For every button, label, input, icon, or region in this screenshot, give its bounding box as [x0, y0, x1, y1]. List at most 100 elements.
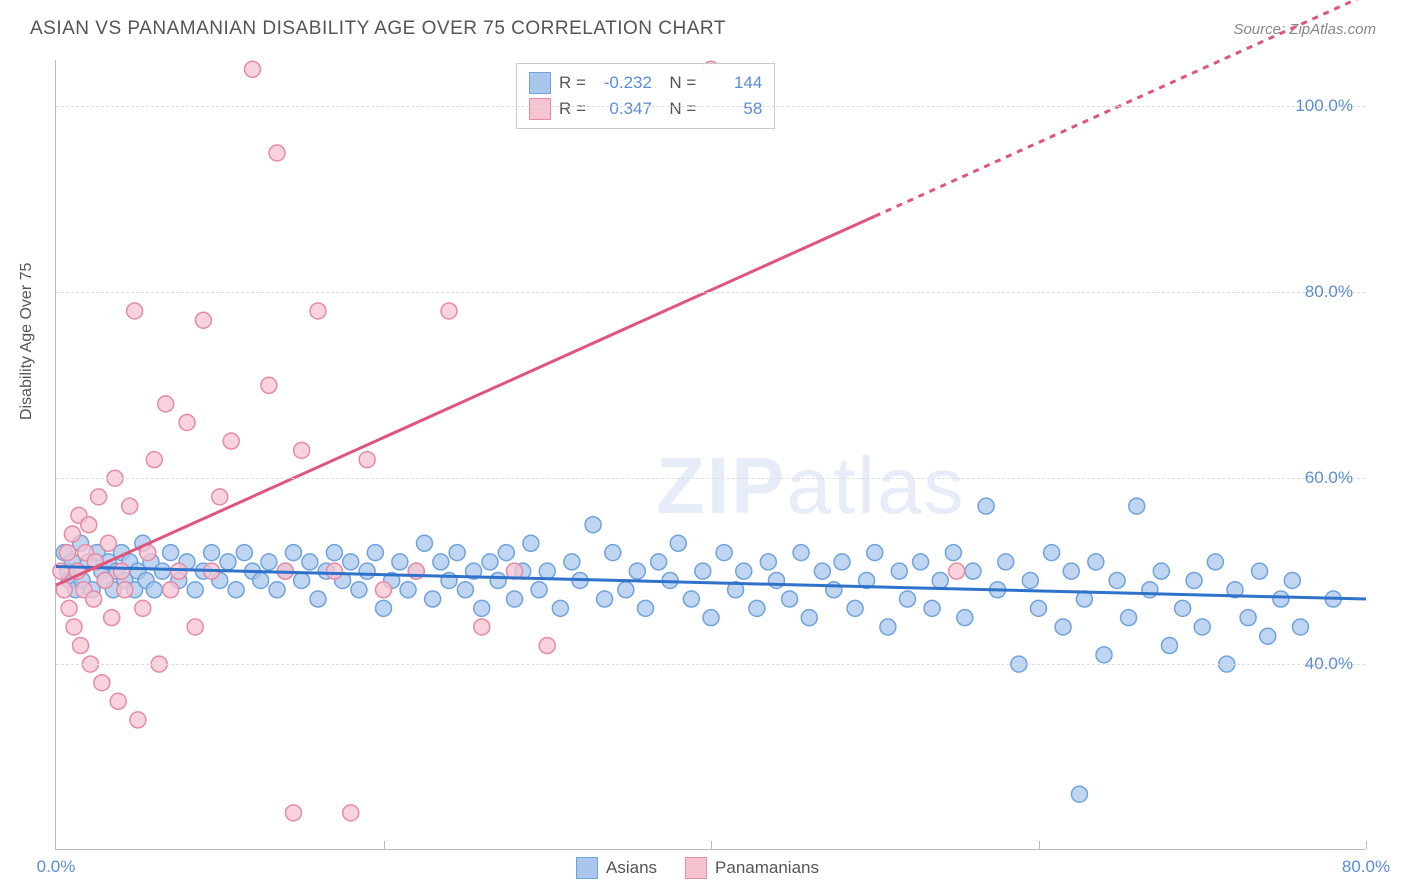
- scatter-point: [913, 554, 929, 570]
- scatter-point: [474, 600, 490, 616]
- scatter-point: [539, 563, 555, 579]
- scatter-point: [793, 545, 809, 561]
- legend-swatch: [685, 857, 707, 879]
- scatter-point: [683, 591, 699, 607]
- scatter-point: [1088, 554, 1104, 570]
- scatter-point: [801, 610, 817, 626]
- scatter-point: [498, 545, 514, 561]
- scatter-point: [1175, 600, 1191, 616]
- legend-item: Panamanians: [685, 857, 819, 879]
- y-tick-label: 80.0%: [1305, 282, 1353, 302]
- scatter-point: [269, 582, 285, 598]
- scatter-point: [117, 582, 133, 598]
- scatter-point: [1142, 582, 1158, 598]
- y-tick-label: 40.0%: [1305, 654, 1353, 674]
- scatter-point: [245, 61, 261, 77]
- scatter-point: [998, 554, 1014, 570]
- scatter-point: [1194, 619, 1210, 635]
- scatter-point: [1071, 786, 1087, 802]
- scatter-point: [1044, 545, 1060, 561]
- legend-item: Asians: [576, 857, 657, 879]
- scatter-point: [236, 545, 252, 561]
- scatter-point: [433, 554, 449, 570]
- scatter-point: [158, 396, 174, 412]
- scatter-point: [130, 712, 146, 728]
- scatter-point: [1186, 572, 1202, 588]
- scatter-point: [449, 545, 465, 561]
- scatter-point: [187, 582, 203, 598]
- gridline-h: [56, 292, 1365, 293]
- scatter-point: [110, 693, 126, 709]
- scatter-point: [59, 545, 75, 561]
- scatter-point: [564, 554, 580, 570]
- scatter-point: [154, 563, 170, 579]
- stats-legend-box: R =-0.232 N =144R =0.347 N =58: [516, 63, 775, 129]
- scatter-point: [531, 582, 547, 598]
- legend-swatch: [576, 857, 598, 879]
- scatter-point: [1096, 647, 1112, 663]
- scatter-point: [482, 554, 498, 570]
- scatter-point: [294, 572, 310, 588]
- scatter-point: [187, 619, 203, 635]
- scatter-point: [1121, 610, 1137, 626]
- scatter-point: [163, 545, 179, 561]
- scatter-point: [104, 610, 120, 626]
- scatter-point: [474, 619, 490, 635]
- scatter-point: [978, 498, 994, 514]
- scatter-point: [1129, 498, 1145, 514]
- scatter-point: [1022, 572, 1038, 588]
- scatter-point: [285, 545, 301, 561]
- scatter-point: [585, 517, 601, 533]
- scatter-point: [629, 563, 645, 579]
- scatter-point: [716, 545, 732, 561]
- stats-row: R =-0.232 N =144: [529, 70, 762, 96]
- scatter-point: [285, 805, 301, 821]
- scatter-point: [425, 591, 441, 607]
- scatter-point: [945, 545, 961, 561]
- scatter-point: [1109, 572, 1125, 588]
- scatter-point: [122, 498, 138, 514]
- x-tick: [384, 841, 385, 849]
- stat-r-label: R =: [559, 73, 586, 93]
- stat-n-label: N =: [660, 73, 696, 93]
- scatter-point: [326, 545, 342, 561]
- bottom-legend: Asians Panamanians: [576, 857, 819, 879]
- scatter-point: [343, 554, 359, 570]
- legend-label: Asians: [606, 858, 657, 878]
- scatter-point: [490, 572, 506, 588]
- gridline-h: [56, 106, 1365, 107]
- scatter-point: [359, 452, 375, 468]
- legend-label: Panamanians: [715, 858, 819, 878]
- chart-title: ASIAN VS PANAMANIAN DISABILITY AGE OVER …: [30, 18, 726, 40]
- scatter-point: [1055, 619, 1071, 635]
- stat-n-value: 144: [704, 73, 762, 93]
- scatter-point: [932, 572, 948, 588]
- x-tick: [1039, 841, 1040, 849]
- x-tick: [711, 841, 712, 849]
- scatter-point: [441, 303, 457, 319]
- scatter-point: [638, 600, 654, 616]
- chart-svg: [56, 60, 1365, 849]
- scatter-point: [826, 582, 842, 598]
- scatter-point: [204, 545, 220, 561]
- scatter-point: [1260, 628, 1276, 644]
- chart-plot-area: ZIPatlas R =-0.232 N =144R =0.347 N =58 …: [55, 60, 1365, 850]
- scatter-point: [457, 582, 473, 598]
- scatter-point: [400, 582, 416, 598]
- scatter-point: [814, 563, 830, 579]
- scatter-point: [351, 582, 367, 598]
- scatter-point: [1207, 554, 1223, 570]
- scatter-point: [135, 600, 151, 616]
- scatter-point: [1252, 563, 1268, 579]
- y-axis-label: Disability Age Over 75: [18, 263, 36, 420]
- scatter-point: [195, 312, 211, 328]
- scatter-point: [94, 675, 110, 691]
- scatter-point: [97, 572, 113, 588]
- scatter-point: [253, 572, 269, 588]
- scatter-point: [416, 535, 432, 551]
- stat-n-label: N =: [660, 99, 696, 119]
- scatter-point: [228, 582, 244, 598]
- scatter-point: [618, 582, 634, 598]
- scatter-point: [605, 545, 621, 561]
- scatter-point: [891, 563, 907, 579]
